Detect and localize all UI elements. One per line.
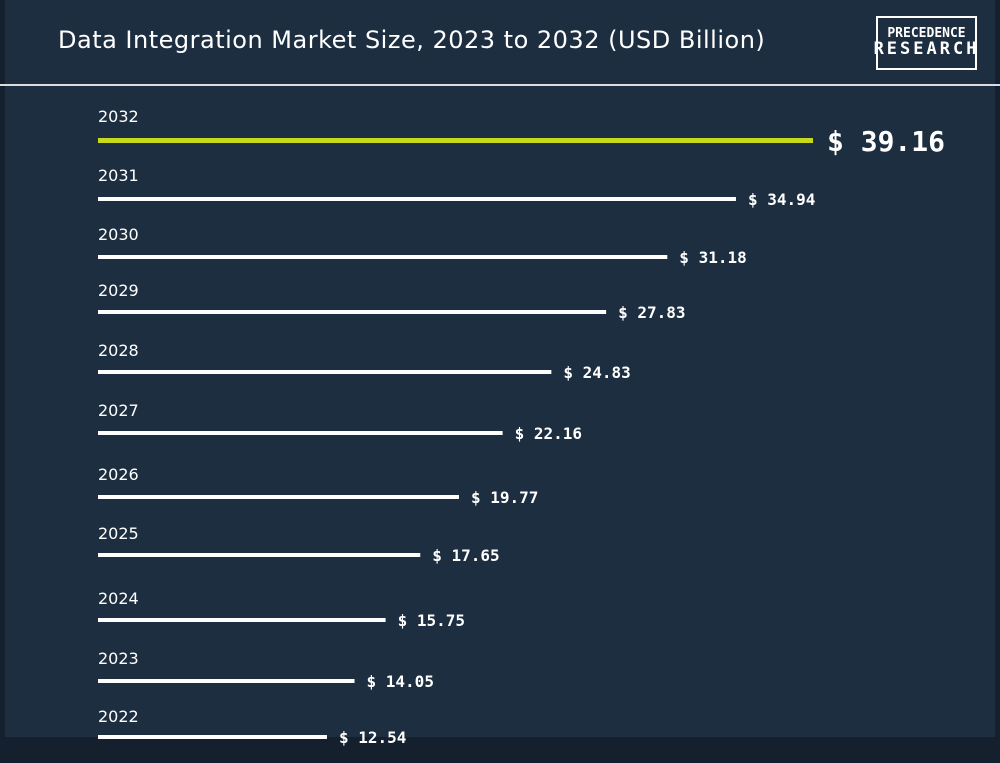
bar-2027: [98, 431, 503, 435]
category-label-2024: 2024: [98, 589, 139, 608]
category-label-2023: 2023: [98, 649, 139, 668]
value-label-2023: $ 14.05: [367, 672, 434, 691]
value-label-2025: $ 17.65: [432, 546, 499, 565]
logo-line-1: PRECEDENCE: [887, 26, 966, 42]
bar-2029: [98, 310, 607, 314]
value-label-2024: $ 15.75: [398, 611, 465, 630]
value-label-2026: $ 19.77: [471, 488, 538, 507]
logo-line-2: RESEARCH: [873, 38, 980, 59]
category-label-2022: 2022: [98, 707, 139, 726]
category-label-2029: 2029: [98, 281, 139, 300]
bar-2026: [98, 495, 459, 499]
value-label-2022: $ 12.54: [339, 728, 406, 747]
bar-2028: [98, 370, 552, 374]
value-label-2027: $ 22.16: [515, 424, 582, 443]
bar-2031: [98, 197, 736, 201]
header-divider: [0, 84, 1000, 86]
category-label-2026: 2026: [98, 465, 139, 484]
value-label-2028: $ 24.83: [563, 363, 630, 382]
value-label-2031: $ 34.94: [748, 190, 815, 209]
bar-2032: [98, 138, 813, 143]
category-label-2028: 2028: [98, 341, 139, 360]
value-label-2032: $ 39.16: [827, 125, 945, 158]
bar-2023: [98, 679, 355, 683]
category-label-2030: 2030: [98, 225, 139, 244]
chart-title: Data Integration Market Size, 2023 to 20…: [58, 26, 766, 54]
category-label-2027: 2027: [98, 401, 139, 420]
bar-2030: [98, 255, 668, 259]
bar-2024: [98, 618, 386, 622]
bar-2022: [98, 735, 327, 739]
category-label-2025: 2025: [98, 524, 139, 543]
category-label-2031: 2031: [98, 166, 139, 185]
value-label-2029: $ 27.83: [618, 303, 685, 322]
bar-2025: [98, 553, 421, 557]
value-label-2030: $ 31.18: [679, 248, 746, 267]
category-label-2032: 2032: [98, 107, 139, 126]
precedence-research-logo: PRECEDENCE RESEARCH: [873, 16, 980, 70]
